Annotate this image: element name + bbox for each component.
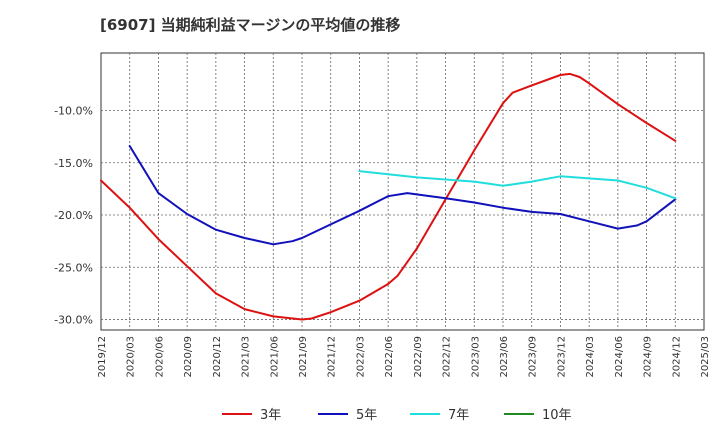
x-tick-label: 2023/09: [528, 336, 539, 378]
x-tick-label: 2021/06: [269, 336, 280, 378]
legend-label: 10年: [542, 408, 572, 423]
x-tick-label: 2023/03: [470, 336, 481, 378]
series-line: [128, 145, 677, 246]
x-tick-label: 2024/06: [614, 336, 625, 378]
x-tick-label: 2024/12: [671, 336, 682, 378]
x-tick-label: 2022/06: [384, 336, 395, 378]
y-tick-label: -10.0%: [54, 104, 93, 117]
x-tick-label: 2022/09: [413, 336, 424, 378]
x-tick-label: 2020/06: [154, 336, 165, 378]
y-tick-label: -15.0%: [54, 157, 93, 170]
x-tick-label: 2022/03: [355, 336, 366, 378]
x-tick-label: 2021/03: [241, 336, 252, 378]
x-tick-label: 2023/12: [556, 336, 567, 378]
x-tick-label: 2019/12: [97, 336, 108, 378]
x-tick-label: 2020/03: [126, 336, 137, 378]
x-tick-label: 2023/06: [499, 336, 510, 378]
series-line: [358, 170, 677, 200]
x-tick-label: 2021/09: [298, 336, 309, 378]
y-axis-ticks: -30.0% -25.0% -20.0% -15.0% -10.0%: [54, 104, 93, 326]
x-tick-label: 2022/12: [442, 336, 453, 378]
series-lines: [100, 72, 677, 321]
legend: 3年 5年 7年 10年: [222, 408, 572, 423]
series-line: [100, 72, 677, 321]
x-tick-label: 2020/12: [212, 336, 223, 378]
legend-label: 3年: [260, 408, 281, 423]
plot-area: [100, 52, 705, 331]
x-tick-label: 2025/03: [700, 336, 711, 378]
x-tick-label: 2020/09: [183, 336, 194, 378]
x-axis-ticks: 2019/12 2020/03 2020/06 2020/09 2020/12 2021/…: [97, 336, 711, 378]
x-tick-label: 2021/12: [327, 336, 338, 378]
x-tick-label: 2024/09: [643, 336, 654, 378]
chart-title: [6907] 当期純利益マージンの平均値の推移: [100, 16, 400, 34]
x-tick-label: 2024/03: [585, 336, 596, 378]
y-tick-label: -25.0%: [54, 261, 93, 274]
y-tick-label: -30.0%: [54, 314, 93, 327]
y-tick-label: -20.0%: [54, 209, 93, 222]
legend-label: 5年: [356, 408, 377, 423]
legend-label: 7年: [448, 408, 469, 423]
